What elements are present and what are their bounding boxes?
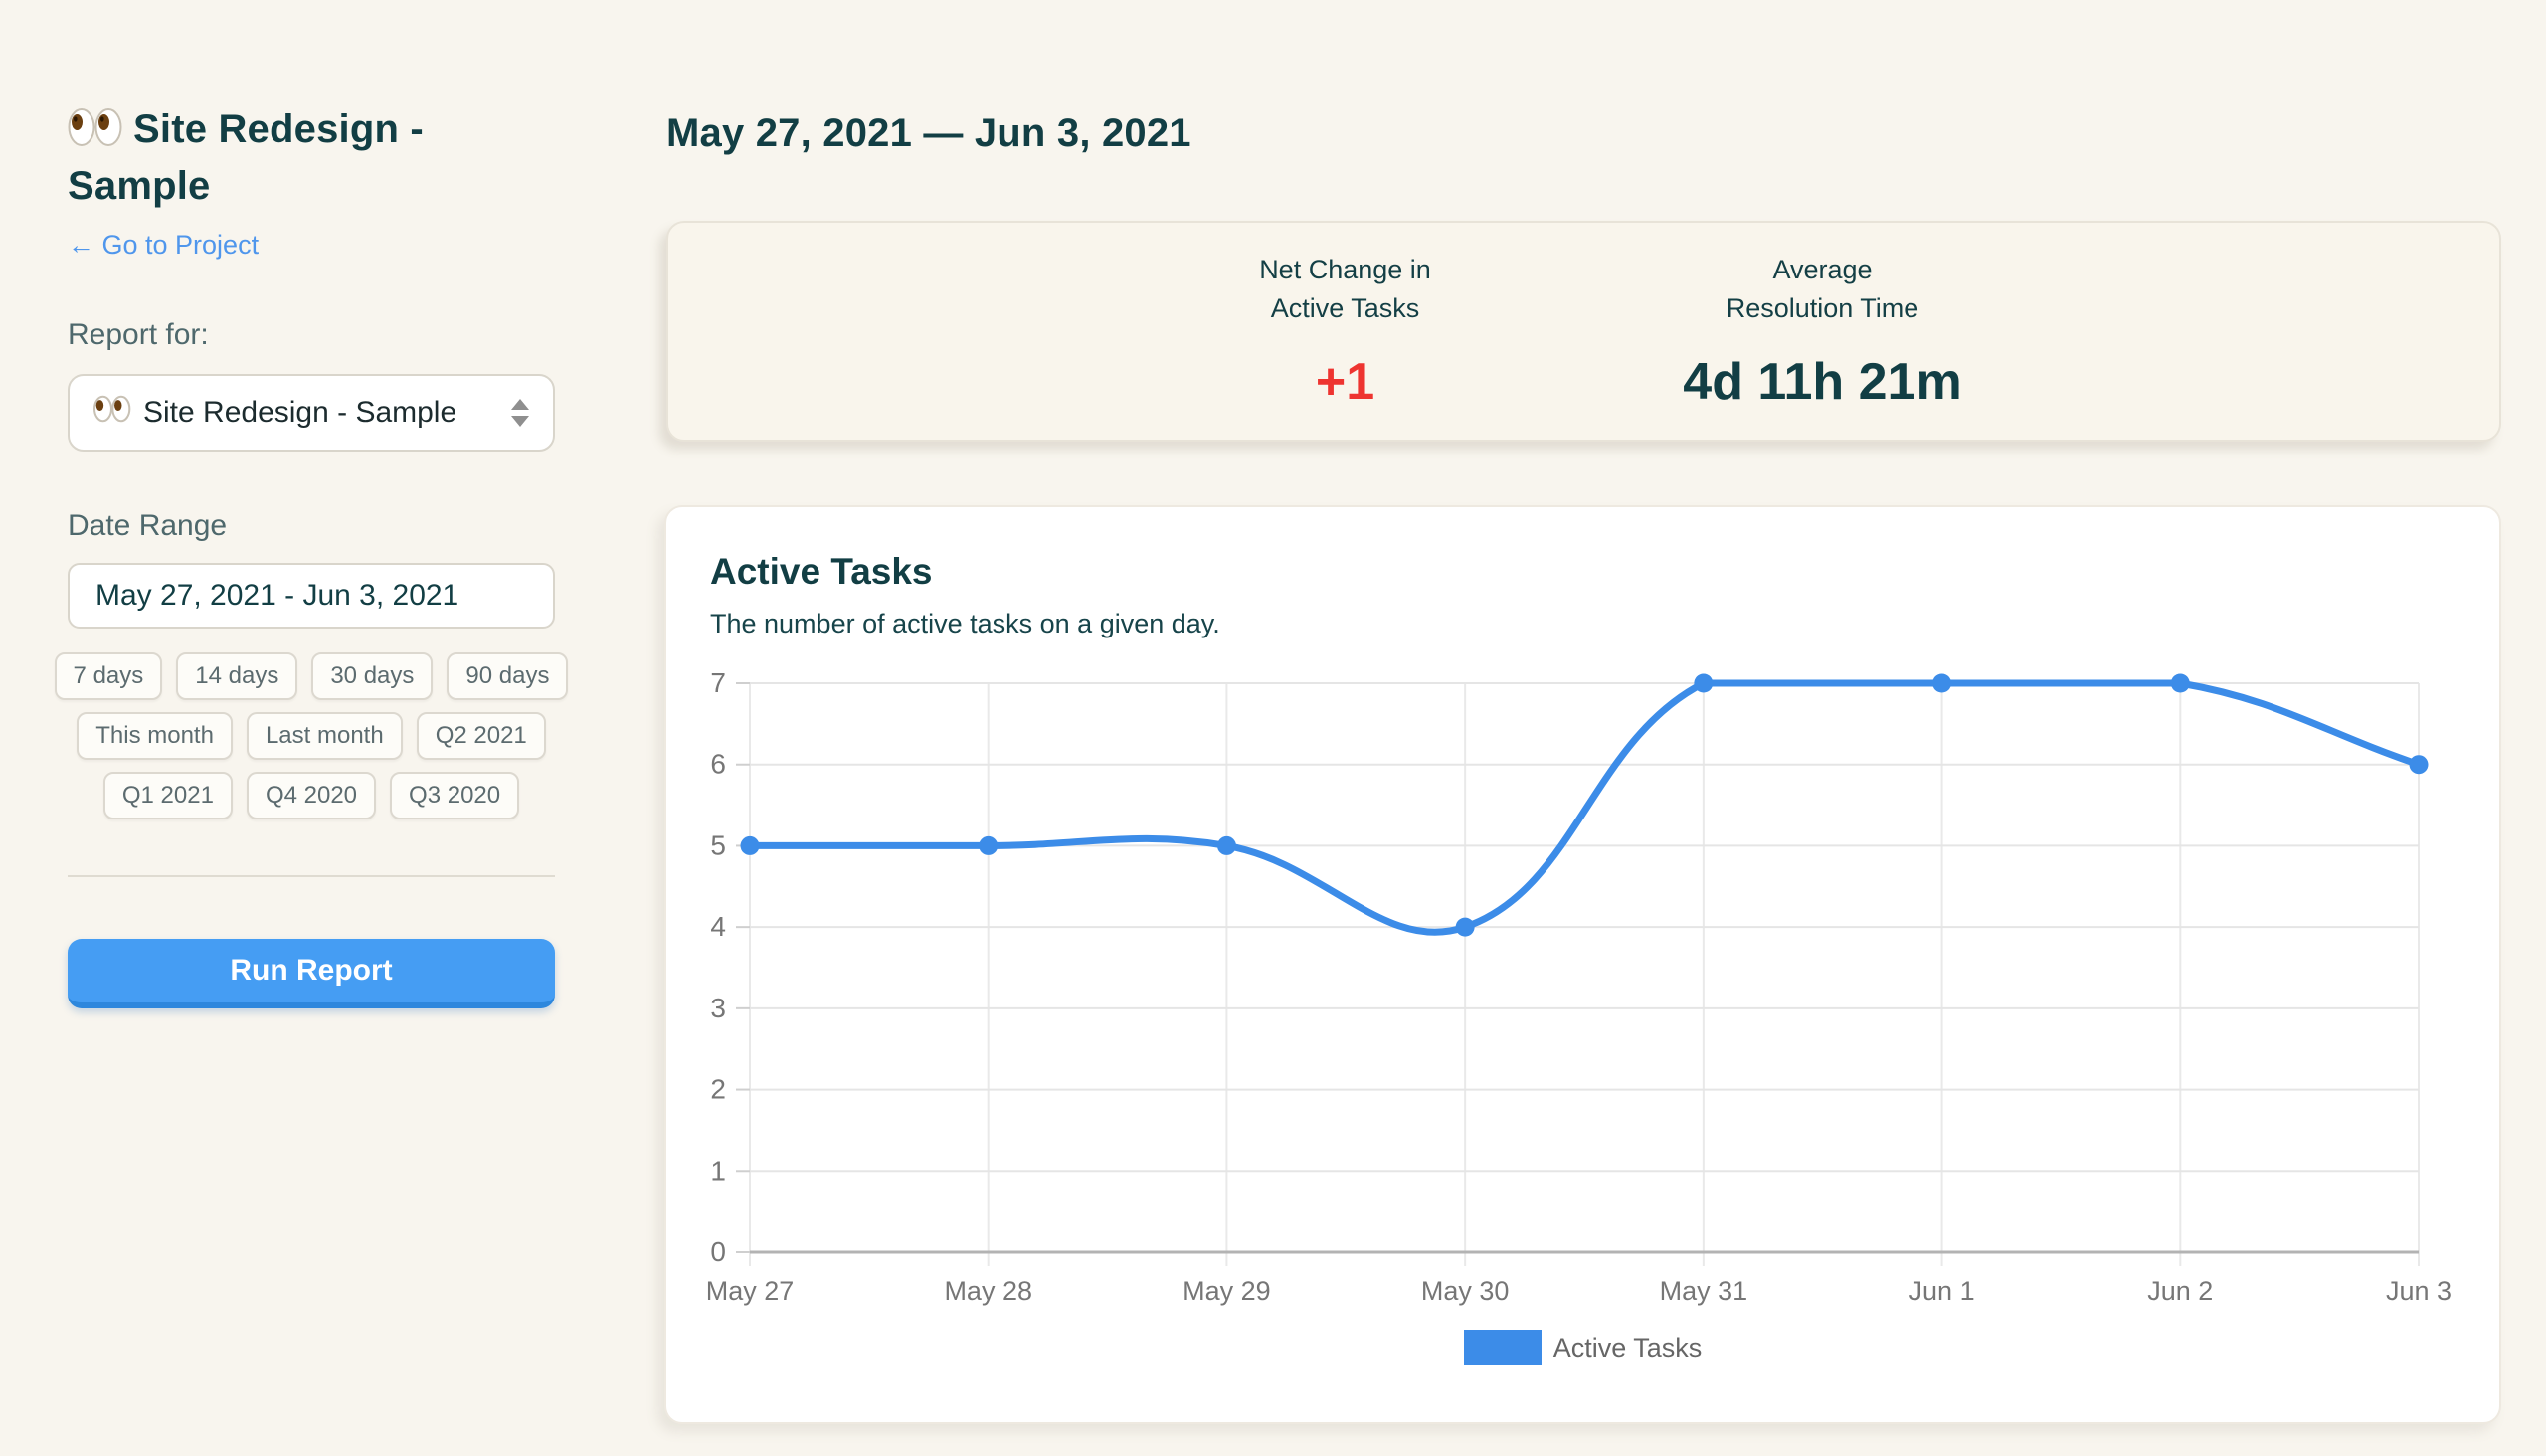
quick-range-chip-30-days[interactable]: 30 days xyxy=(311,652,434,700)
x-tick-label: May 28 xyxy=(944,1276,1032,1306)
quick-range-chip-90-days[interactable]: 90 days xyxy=(447,652,569,700)
chart-title: Active Tasks xyxy=(710,551,933,592)
quick-range-chips: 7 days 14 days 30 days 90 days This month Las… xyxy=(54,652,569,819)
x-tick-label: May 27 xyxy=(706,1276,795,1306)
quick-range-chip-q3-2020[interactable]: Q3 2020 xyxy=(390,772,520,819)
chart-point xyxy=(2409,755,2429,775)
x-tick-label: Jun 1 xyxy=(1910,1276,1975,1306)
x-tick-label: May 31 xyxy=(1660,1276,1748,1306)
x-tick-label: May 29 xyxy=(1182,1276,1271,1306)
report-date-range-heading: May 27, 2021 — Jun 3, 2021 xyxy=(666,111,1191,155)
quick-range-chip-7-days[interactable]: 7 days xyxy=(54,652,163,700)
y-tick-label: 6 xyxy=(710,749,726,780)
legend-swatch xyxy=(1463,1330,1542,1365)
y-tick-label: 4 xyxy=(710,911,726,942)
project-title: Site Redesign - Sample xyxy=(68,103,515,212)
report-sidebar: Site Redesign - Sample ← Go to Project R… xyxy=(54,103,569,1008)
quick-range-chip-14-days[interactable]: 14 days xyxy=(176,652,298,700)
chart-point xyxy=(2170,673,2190,693)
y-tick-label: 2 xyxy=(710,1074,726,1105)
y-tick-label: 3 xyxy=(710,993,726,1023)
chart-point xyxy=(1694,673,1714,693)
chart-legend: Active Tasks xyxy=(688,1330,2477,1365)
active-tasks-chart: May 27 May 28 May 29 May 30 May 31 Jun 1 Jun 2… xyxy=(706,667,2452,1306)
y-tick-label: 0 xyxy=(710,1236,726,1267)
chart-point xyxy=(1216,835,1236,855)
project-select-value: Site Redesign - Sample xyxy=(143,396,457,429)
quick-range-chip-this-month[interactable]: This month xyxy=(77,712,233,760)
eyes-emoji-icon xyxy=(93,395,131,431)
chart-point xyxy=(1455,917,1475,937)
stat-avg-resolution-time-value: 4d 11h 21m xyxy=(1683,353,1962,412)
stat-net-change-label: Net Change in Active Tasks xyxy=(1259,254,1431,323)
eyes-emoji-icon xyxy=(68,107,123,160)
x-tick-label: May 30 xyxy=(1421,1276,1510,1306)
select-stepper-icon xyxy=(511,399,529,427)
quick-range-chip-q4-2020[interactable]: Q4 2020 xyxy=(246,772,377,819)
stat-net-change: Net Change in Active Tasks +1 xyxy=(1107,251,1584,412)
run-report-button[interactable]: Run Report xyxy=(68,939,555,1008)
stat-avg-resolution-time: Average Resolution Time 4d 11h 21m xyxy=(1584,251,2062,412)
x-tick-label: Jun 3 xyxy=(2386,1276,2452,1306)
chart-subtitle: The number of active tasks on a given da… xyxy=(710,609,1220,638)
chart-point xyxy=(979,835,999,855)
quick-range-chip-q2-2021[interactable]: Q2 2021 xyxy=(416,712,546,760)
chart-point xyxy=(1932,673,1952,693)
project-title-text: Site Redesign - Sample xyxy=(68,107,424,208)
project-select[interactable]: Site Redesign - Sample xyxy=(68,374,555,452)
stat-net-change-value: +1 xyxy=(1315,353,1375,412)
summary-stats-card: Net Change in Active Tasks +1 Average Re… xyxy=(666,221,2501,442)
y-tick-label: 5 xyxy=(710,829,726,860)
quick-range-chip-last-month[interactable]: Last month xyxy=(246,712,403,760)
date-range-label: Date Range xyxy=(68,509,228,542)
y-tick-label: 1 xyxy=(710,1155,726,1185)
chart-point xyxy=(740,835,760,855)
active-tasks-card: Active Tasks The number of active tasks … xyxy=(664,505,2501,1424)
y-tick-label: 7 xyxy=(710,667,726,698)
legend-label: Active Tasks xyxy=(1552,1332,1703,1363)
date-range-input[interactable] xyxy=(68,563,555,629)
go-to-project-link[interactable]: ← Go to Project xyxy=(68,230,260,260)
divider xyxy=(68,875,555,877)
x-tick-label: Jun 2 xyxy=(2147,1276,2213,1306)
report-for-label: Report for: xyxy=(68,318,209,351)
stat-avg-resolution-time-label: Average Resolution Time xyxy=(1726,254,1919,323)
chart-line xyxy=(746,679,2423,936)
quick-range-chip-q1-2021[interactable]: Q1 2021 xyxy=(102,772,233,819)
